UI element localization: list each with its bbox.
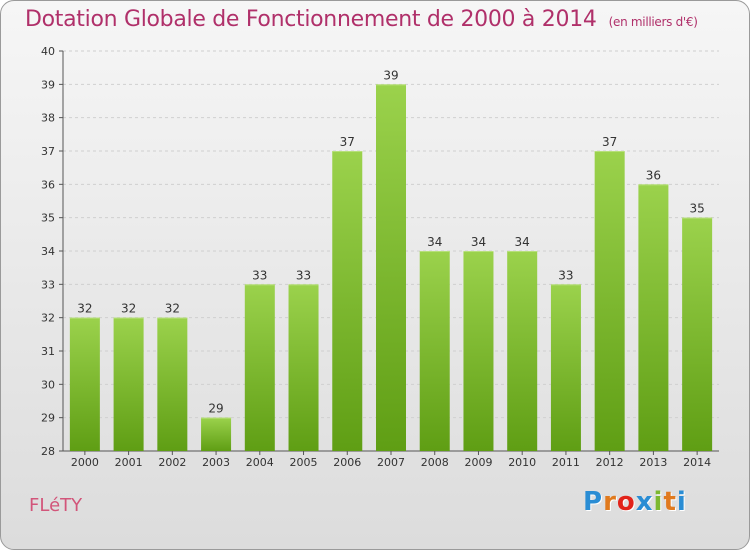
bar-2000 [69, 317, 100, 451]
chart-title-text: Dotation Globale de Fonctionnement de 20… [25, 7, 597, 32]
logo-letter: x [635, 487, 654, 517]
proxiti-logo[interactable]: Proxiti [583, 487, 687, 517]
x-tick-label: 2009 [464, 456, 492, 469]
data-label: 33 [558, 268, 573, 282]
bar-2005 [288, 284, 319, 451]
data-label: 36 [646, 168, 661, 182]
bar-2014 [682, 217, 713, 451]
x-tick-label: 2014 [683, 456, 711, 469]
x-tick-label: 2005 [290, 456, 318, 469]
bar-2009 [463, 251, 494, 451]
x-tick-label: 2013 [639, 456, 667, 469]
data-label: 32 [77, 302, 92, 316]
y-tick-label: 38 [41, 112, 55, 125]
x-tick-label: 2011 [552, 456, 580, 469]
data-labels: 32 32 32 29 33 33 37 39 34 34 34 33 37 36 35 [77, 68, 705, 415]
bar-2008 [419, 251, 450, 451]
y-tick-label: 30 [41, 378, 55, 391]
bar-2006 [332, 151, 363, 451]
x-tick-label: 2000 [71, 456, 99, 469]
x-tick-label: 2012 [596, 456, 624, 469]
data-label: 39 [383, 68, 398, 82]
x-tick-label: 2010 [508, 456, 536, 469]
data-label: 37 [602, 135, 617, 149]
logo-letter: i [653, 487, 664, 517]
y-tick-label: 29 [41, 412, 55, 425]
x-tick-label: 2003 [202, 456, 230, 469]
y-tick-label: 33 [41, 278, 55, 291]
x-tick-label: 2007 [377, 456, 405, 469]
data-label: 34 [471, 235, 486, 249]
bar-2010 [507, 251, 538, 451]
data-label: 29 [208, 402, 223, 416]
unit-note: (en milliers d'€) [608, 15, 698, 29]
y-tick-label: 34 [41, 245, 55, 258]
x-tick-label: 2002 [158, 456, 186, 469]
data-label: 33 [296, 268, 311, 282]
x-tick-label: 2004 [246, 456, 274, 469]
data-label: 32 [165, 302, 180, 316]
logo-letter: i [676, 487, 687, 517]
logo-letter: o [616, 487, 636, 517]
y-tick-label: 40 [41, 45, 55, 58]
bar-2002 [157, 317, 188, 451]
bar-2003 [201, 417, 232, 451]
y-tick-label: 32 [41, 312, 55, 325]
data-label: 34 [515, 235, 530, 249]
data-label: 33 [252, 268, 267, 282]
data-label: 37 [340, 135, 355, 149]
bar-2001 [113, 317, 144, 451]
bar-2011 [550, 284, 581, 451]
y-tick-label: 36 [41, 178, 55, 191]
chart-title: Dotation Globale de Fonctionnement de 20… [25, 7, 698, 32]
data-label: 32 [121, 302, 136, 316]
y-tick-label: 37 [41, 145, 55, 158]
y-tick-label: 31 [41, 345, 55, 358]
x-tick-label: 2006 [333, 456, 361, 469]
y-tick-label: 39 [41, 78, 55, 91]
logo-letter: r [603, 487, 617, 517]
x-tick-label: 2008 [421, 456, 449, 469]
y-tick-label: 28 [41, 445, 55, 458]
bar-2013 [638, 184, 669, 452]
bar-2007 [376, 84, 406, 451]
data-label: 34 [427, 235, 442, 249]
y-tick-label: 35 [41, 212, 55, 225]
commune-name: FLéTY [29, 495, 83, 516]
bar-2012 [594, 151, 625, 451]
bars [69, 84, 713, 452]
x-tick-label: 2001 [115, 456, 143, 469]
logo-letter: P [583, 487, 604, 517]
bar-2004 [244, 284, 275, 451]
logo-letter: t [663, 487, 677, 517]
data-label: 35 [689, 202, 704, 216]
